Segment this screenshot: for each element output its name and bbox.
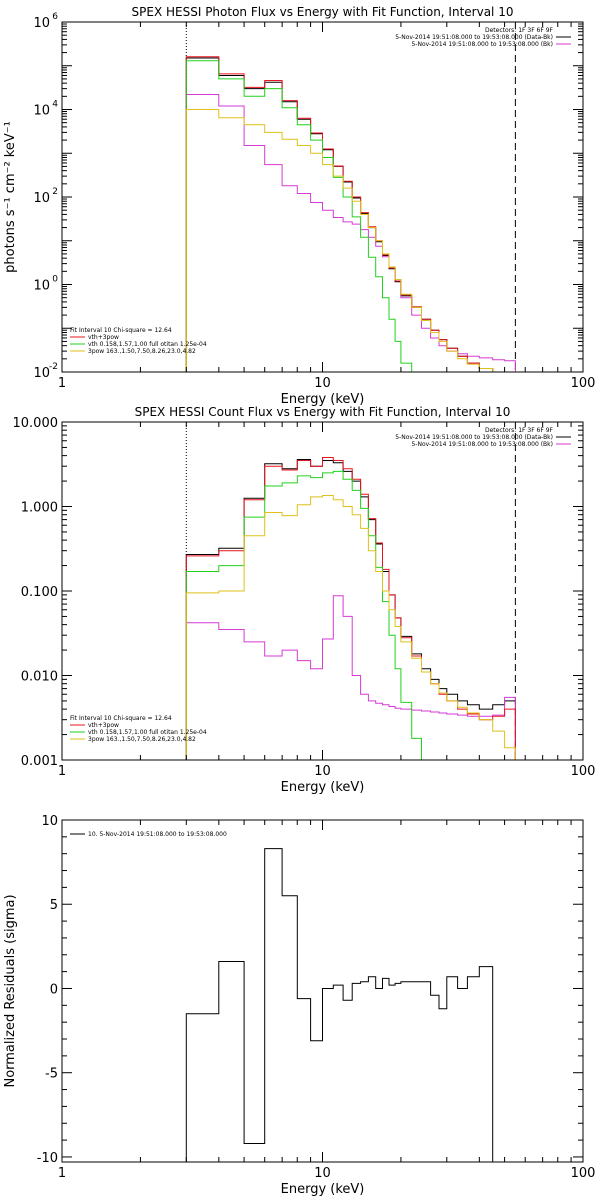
legend-left-entry: vth+3pow [88,334,119,341]
y-tick-label: -5 [45,1067,58,1082]
x-tick-label: 1 [58,1166,66,1181]
legend-left-entry: Fit Interval 10 Chi-square = 12.64 [70,715,172,722]
y-tick-label: 10 [33,366,50,381]
series-group [185,56,516,372]
series-group [185,457,516,760]
series-line-2 [185,56,506,372]
y-axis-label: Normalized Residuals (sigma) [3,894,18,1087]
legend-left-entry: vth 0.158,1.57,1.00 full otitan 1.25e-04 [88,729,207,736]
y-tick-exponent: -2 [49,362,58,372]
legend-left-entry: 3pow 163.,1.50,7.50,8.26,23.0,4.82 [88,736,196,743]
legend-right-entry: 5-Nov-2014 19:51:08.000 to 19:53:08.000 … [411,441,553,448]
series-line-0 [185,459,516,760]
series-line-1 [185,94,516,372]
y-tick-exponent: 2 [52,187,58,197]
y-tick-label: 5 [50,898,58,913]
series-line-2 [185,457,516,760]
series-line-0 [185,57,506,372]
legend-right-entry: 5-Nov-2014 19:51:08.000 to 19:53:08.000 … [411,41,553,48]
y-axis-label: photons s⁻¹ cm⁻² keV⁻¹ [3,121,18,273]
y-tick-label: 10 [41,814,58,829]
legend-left-entry: vth+3pow [88,722,119,729]
series-group [185,848,494,1162]
y-tick-label: 10 [33,191,50,206]
y-tick-label: 0.010 [21,670,58,685]
legend-left-entry: vth 0.158,1.57,1.00 full otitan 1.25e-04 [88,341,207,348]
y-tick-label: 0.100 [21,585,58,600]
x-tick-label: 1 [58,376,66,391]
legend-right-entry: Detectors: 1F 3F 6F 9F [485,27,554,34]
legend-right-entry: Detectors: 1F 3F 6F 9F [485,427,554,434]
plot-frame [61,21,584,373]
x-axis-label: Energy (keV) [281,780,365,795]
x-tick-label: 10 [314,764,331,779]
legend-left-entry: 10. 5-Nov-2014 19:51:08.000 to 19:53:08.… [88,831,227,838]
y-tick-label: 10 [33,279,50,294]
chart-title: SPEX HESSI Count Flux vs Energy with Fit… [135,405,511,419]
y-tick-label: 10.000 [13,416,59,431]
series-line-4 [185,495,516,760]
y-tick-label: 10 [33,104,50,119]
legend-left-entry: 3pow 163.,1.50,7.50,8.26,23.0,4.82 [88,348,196,355]
series-line-3 [185,60,413,372]
x-axis-label: Energy (keV) [281,1182,365,1197]
chart-title: SPEX HESSI Photon Flux vs Energy with Fi… [132,5,514,19]
x-tick-label: 100 [571,1166,596,1181]
y-tick-label: -10 [37,1151,58,1166]
x-tick-label: 100 [571,376,596,391]
series-line-1 [185,595,516,760]
y-tick-label: 0.001 [21,754,58,769]
x-tick-label: 10 [314,376,331,391]
series-line-3 [185,470,422,760]
series-line-4 [185,109,506,372]
x-tick-label: 100 [571,764,596,779]
series-line-0 [185,848,494,1162]
x-tick-label: 10 [314,1166,331,1181]
y-tick-label: 1.000 [21,501,58,516]
y-tick-label: 0 [50,982,58,997]
legend-right-entry: 5-Nov-2014 19:51:08.000 to 19:53:08.000 … [395,34,553,41]
y-tick-exponent: 4 [52,100,58,110]
legend-right-entry: 5-Nov-2014 19:51:08.000 to 19:53:08.000 … [395,434,553,441]
legend-left-entry: Fit Interval 10 Chi-square = 12.64 [70,327,172,334]
y-tick-exponent: 6 [52,12,58,22]
count-flux-panel: 1 10 100 0.001 0.010 0.100 1.000 10.000 SPEX HES… [13,405,596,795]
x-tick-label: 1 [58,764,66,779]
x-axis-label: Energy (keV) [281,392,365,407]
y-tick-label: 10 [33,16,50,31]
y-tick-exponent: 0 [52,275,58,285]
